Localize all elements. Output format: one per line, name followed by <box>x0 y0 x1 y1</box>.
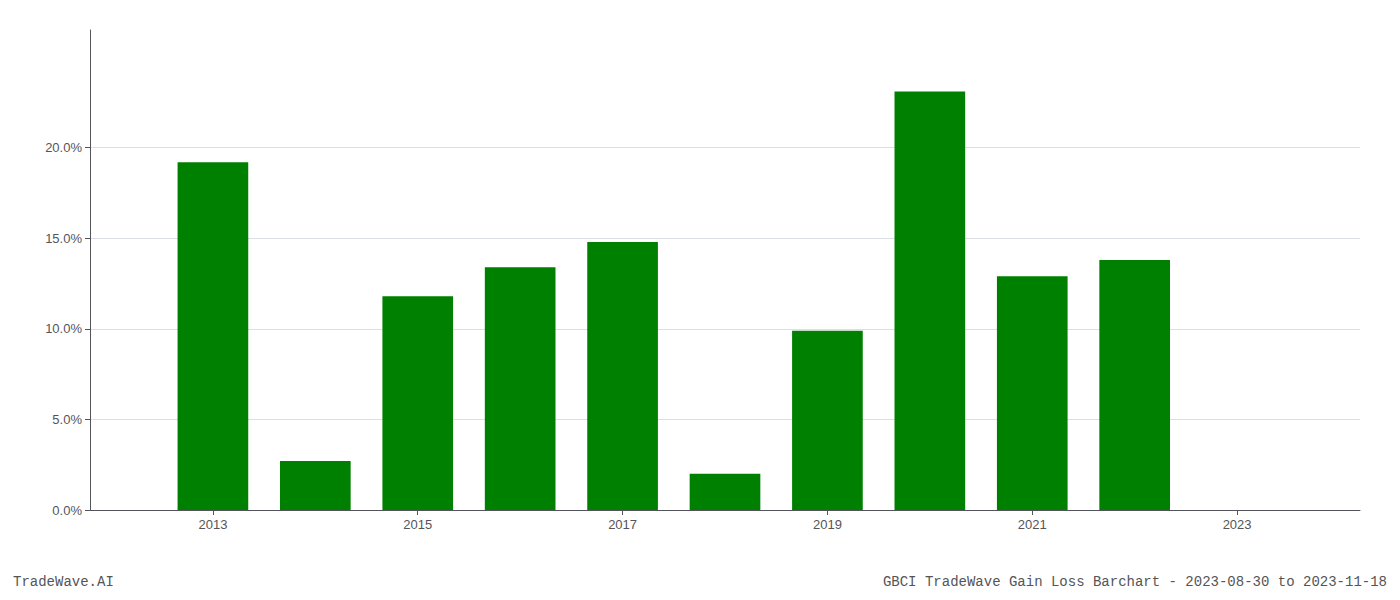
svg-text:0.0%: 0.0% <box>52 503 82 518</box>
svg-text:5.0%: 5.0% <box>52 412 82 427</box>
svg-text:GBCI TradeWave Gain Loss Barch: GBCI TradeWave Gain Loss Barchart - 2023… <box>883 574 1387 590</box>
svg-text:2015: 2015 <box>403 517 432 532</box>
svg-text:20.0%: 20.0% <box>45 140 82 155</box>
svg-text:2021: 2021 <box>1018 517 1047 532</box>
svg-text:2013: 2013 <box>198 517 227 532</box>
svg-text:TradeWave.AI: TradeWave.AI <box>13 574 114 590</box>
svg-text:15.0%: 15.0% <box>45 231 82 246</box>
svg-text:2019: 2019 <box>813 517 842 532</box>
svg-text:2023: 2023 <box>1223 517 1252 532</box>
svg-text:2017: 2017 <box>608 517 637 532</box>
svg-text:10.0%: 10.0% <box>45 321 82 336</box>
